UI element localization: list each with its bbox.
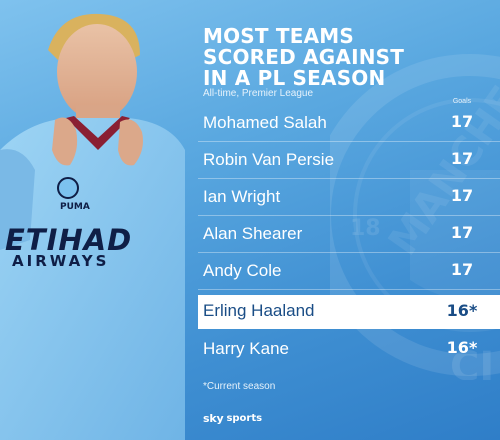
list-item: Andy Cole 17 [198,253,500,290]
footnote: *Current season [203,381,276,392]
player-name: Mohamed Salah [203,113,327,132]
goals-column-header: Goals [452,98,472,105]
list-item: Ian Wright 17 [198,179,500,216]
stats-panel: MOST TEAMS SCORED AGAINST IN A PL SEASON… [198,0,500,440]
list-item: Harry Kane 16* [198,331,500,368]
player-name: Ian Wright [203,187,281,206]
player-photo: PUMA ETIHAD AIRWAYS [0,0,185,440]
player-name: Robin Van Persie [203,150,335,169]
list-item-highlighted: Erling Haaland 16* [198,295,500,329]
player-goals: 17 [450,260,474,279]
player-figure-icon [0,13,185,440]
player-goals: 16* [446,301,478,320]
player-goals: 17 [450,149,474,168]
player-name: Andy Cole [203,261,282,280]
club-crest-watermark-icon: MANCHESTER CITY 18 CI [330,50,500,380]
player-goals: 17 [450,223,474,242]
logo-sky-text: sky [203,412,224,425]
logo-sports-text: sports [226,413,263,424]
graphic-title: MOST TEAMS SCORED AGAINST IN A PL SEASON [203,26,493,89]
crest-year: 18 [350,216,381,241]
list-item: Alan Shearer 17 [198,216,500,253]
player-goals: 17 [450,112,474,131]
list-item: Robin Van Persie 17 [198,142,500,179]
player-goals: 16* [446,338,478,357]
title-line: IN A PL SEASON [203,66,386,90]
player-name: Harry Kane [203,339,289,358]
player-name: Alan Shearer [203,224,303,243]
player-name: Erling Haaland [203,301,315,320]
kit-brand-text: PUMA [60,202,90,212]
shirt-sponsor-text: ETIHAD [5,223,133,257]
title-line: SCORED AGAINST [203,45,405,69]
list-item: Mohamed Salah 17 [198,105,500,142]
shirt-sponsor-subtext: AIRWAYS [12,252,110,270]
title-line: MOST TEAMS [203,24,355,48]
player-goals: 17 [450,186,474,205]
graphic-subtitle: All-time, Premier League [203,88,314,99]
sky-sports-logo: sky sports [203,412,262,425]
crest-partial-text: CI [450,344,494,380]
